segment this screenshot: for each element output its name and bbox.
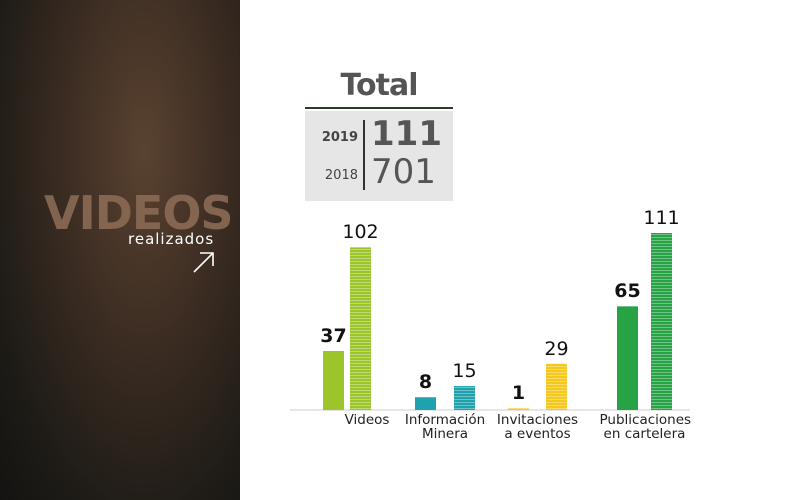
value-label: 102: [342, 221, 379, 244]
category-label: Información Minera: [404, 412, 486, 442]
bar: [508, 408, 529, 410]
bar-texture: [454, 386, 475, 410]
side-title: VIDEOS: [44, 186, 234, 240]
arrow-icon: [193, 252, 214, 273]
value-label: 111: [643, 207, 680, 229]
total-box: [305, 111, 453, 201]
year-label: 2019: [321, 130, 358, 145]
total-title: Total: [340, 68, 419, 103]
value-label: 37: [320, 325, 347, 347]
value-label: 1: [511, 382, 526, 405]
total-value: 111: [371, 114, 442, 154]
bar-texture: [546, 363, 567, 410]
category-label: Videos: [344, 412, 390, 428]
bar: [323, 351, 344, 410]
value-label: 29: [544, 337, 569, 360]
bar: [415, 397, 436, 410]
value-label: 65: [614, 280, 641, 303]
bar-texture: [651, 233, 672, 410]
bar: [617, 306, 638, 410]
bar-texture: [350, 247, 371, 410]
year-label: 2018: [324, 168, 358, 183]
side-subtitle: realizados: [128, 230, 215, 248]
divider: [363, 120, 365, 190]
category-label: Invitaciones a eventos: [496, 412, 579, 442]
category-label: Publicaciones en cartelera: [599, 412, 692, 442]
total-value: 701: [371, 152, 436, 192]
value-label: 15: [452, 360, 477, 383]
value-label: 8: [418, 371, 433, 394]
side-panel: VIDEOS realizados: [0, 0, 240, 500]
divider: [305, 107, 453, 109]
